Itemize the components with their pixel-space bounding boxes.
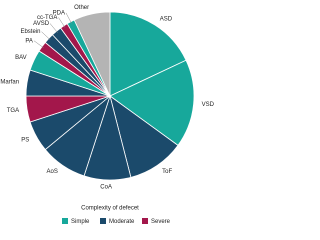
legend-label: Moderate <box>109 219 135 225</box>
slice-label: Marfan <box>0 79 19 85</box>
slice-label: CoA <box>100 185 112 191</box>
slice-label: PS <box>21 137 29 143</box>
legend-label: Severe <box>151 219 171 225</box>
slice-label: VSD <box>202 102 215 108</box>
leader-line <box>58 17 66 28</box>
legend-title: Complexity of defecet <box>81 206 139 212</box>
legend-swatch <box>100 218 106 224</box>
pie-slice <box>73 11 111 97</box>
slice-label: BAV <box>15 55 27 61</box>
slice-label: AoS <box>47 169 58 175</box>
pie-slice <box>109 59 195 146</box>
leader-line <box>65 12 72 24</box>
chart: Complexity of defecet ASD VSD ToF CoA AoS PS T… <box>0 5 215 225</box>
pie-slice <box>109 11 187 97</box>
legend-swatch <box>62 218 68 224</box>
slice-label: ToF <box>162 169 172 175</box>
slice-label: cc-TGA <box>37 15 57 21</box>
slice-label: TGA <box>7 108 19 114</box>
leader-line <box>41 31 51 41</box>
leader-line <box>49 23 58 33</box>
slice-label: PA <box>25 38 33 44</box>
legend-label: Simple <box>71 219 90 225</box>
slice-label: PDA <box>53 11 65 17</box>
slice-label: ASD <box>160 17 173 23</box>
legend-swatch <box>142 218 148 224</box>
slice-label: Ebstein <box>20 29 40 35</box>
slice-label: AVSD <box>33 21 50 27</box>
slice-label: Other <box>74 5 89 11</box>
leader-line <box>33 40 44 49</box>
